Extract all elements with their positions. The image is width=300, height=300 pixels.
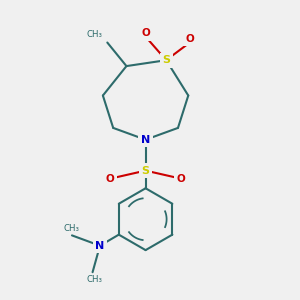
- Text: CH₃: CH₃: [86, 275, 102, 284]
- Text: CH₃: CH₃: [64, 224, 80, 233]
- Text: S: S: [162, 55, 170, 65]
- Text: O: O: [176, 174, 185, 184]
- Text: N: N: [95, 241, 105, 251]
- Text: O: O: [141, 28, 150, 38]
- Text: O: O: [106, 174, 115, 184]
- Text: O: O: [185, 34, 194, 44]
- Text: S: S: [142, 166, 150, 176]
- Text: CH₃: CH₃: [87, 30, 103, 39]
- Text: N: N: [141, 135, 150, 145]
